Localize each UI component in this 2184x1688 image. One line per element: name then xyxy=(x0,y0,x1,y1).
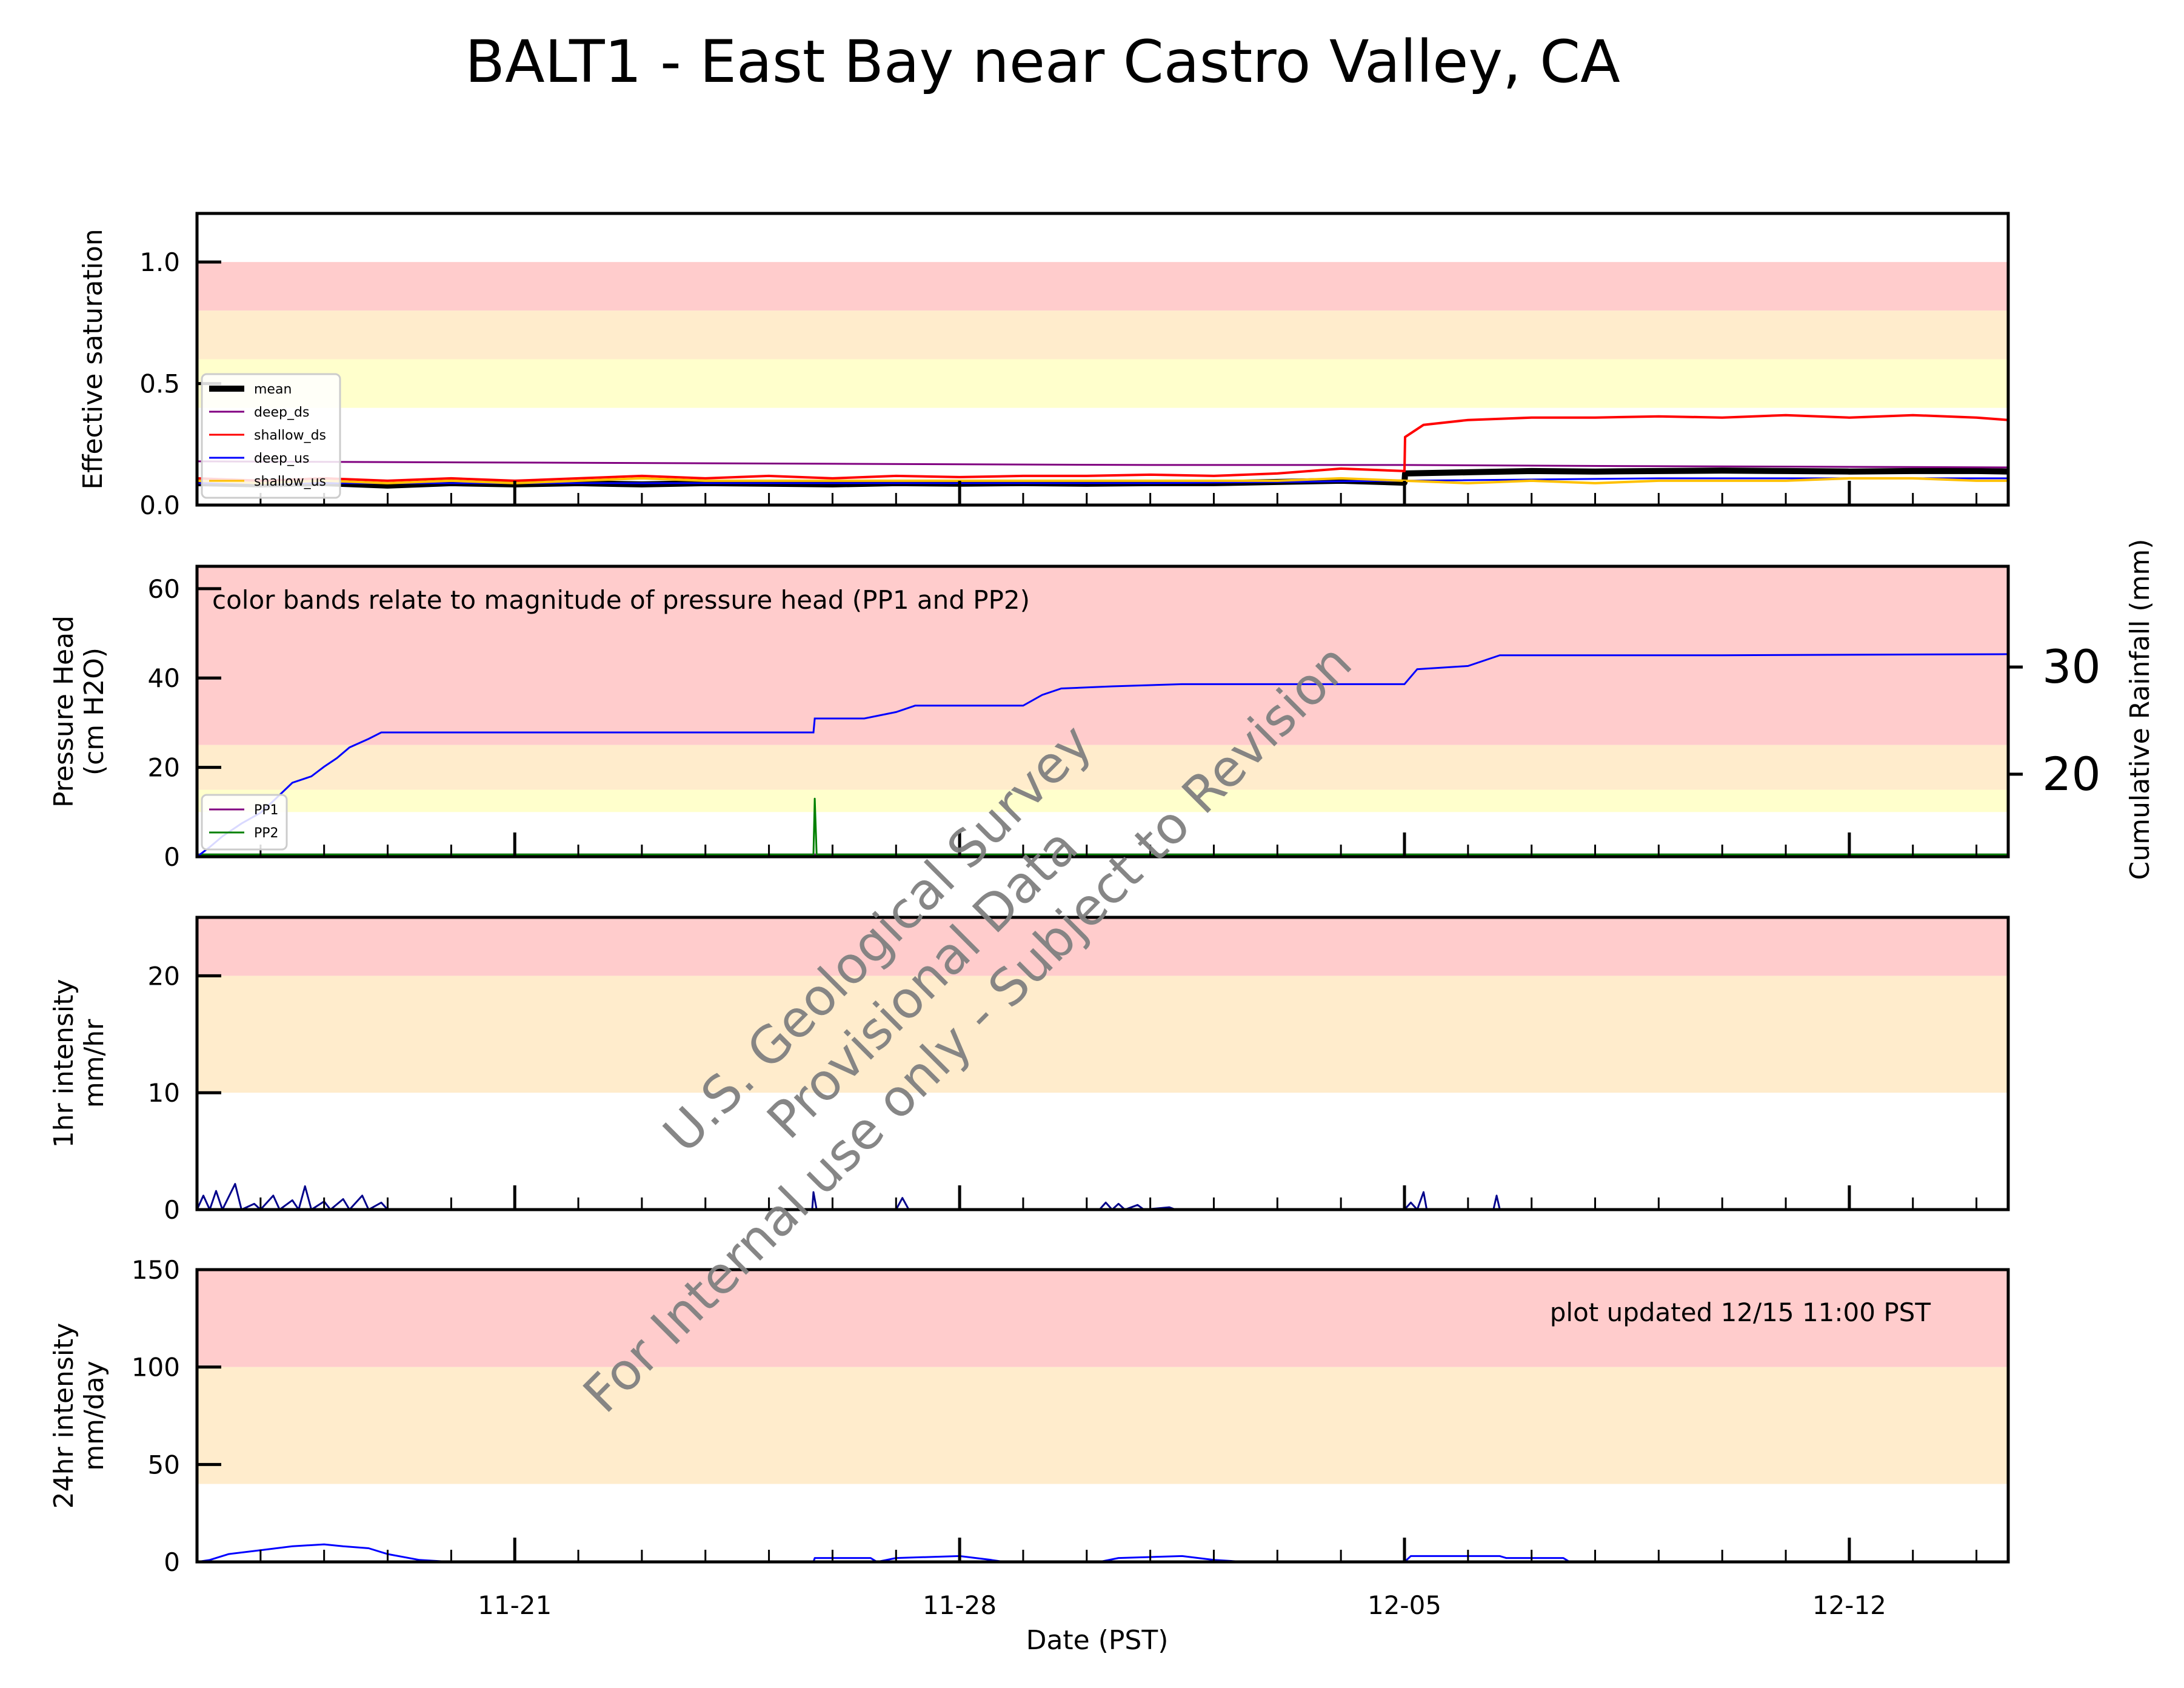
y-tick-label-2: 40 xyxy=(148,663,180,693)
series-1hr xyxy=(197,1183,2008,1210)
y-axis-label-line-0: 1hr intensity xyxy=(48,979,79,1148)
axes-frame xyxy=(195,916,2010,1211)
series-shallow_us xyxy=(197,477,2008,484)
plot-area xyxy=(197,566,2008,857)
band-0 xyxy=(197,262,2008,311)
plot-area xyxy=(197,262,2008,489)
axes-frame xyxy=(195,1268,2010,1564)
band-1 xyxy=(197,745,2008,790)
band-1 xyxy=(197,1367,2008,1484)
legend-label-mean: mean xyxy=(254,382,292,397)
legend-label-deep_us: deep_us xyxy=(254,451,309,466)
y-tick-label-0: 0 xyxy=(164,1547,180,1577)
annotation: plot updated 12/15 11:00 PST xyxy=(1550,1298,1931,1327)
y2-axis-label: Cumulative Rainfall (mm) xyxy=(2125,539,2156,880)
axes-frame xyxy=(195,212,2010,507)
y-tick-label-2: 20 xyxy=(148,961,180,991)
y-tick-label-0: 0 xyxy=(164,1195,180,1225)
y-tick-label-0: 0 xyxy=(164,842,180,872)
plot-area xyxy=(197,1270,2008,1562)
panel-1hr: 0 10 20 1hr intensity mm/hr xyxy=(48,916,2010,1225)
y2-tick-label-1: 30 xyxy=(2042,640,2101,694)
y-tick-label-1: 50 xyxy=(148,1450,180,1479)
y-axis-label-line-1: mm/day xyxy=(79,1361,110,1470)
y-tick-label-1: 20 xyxy=(148,753,180,783)
legend-label-PP2: PP2 xyxy=(254,826,279,841)
band-0 xyxy=(197,917,2008,976)
band-0 xyxy=(197,1270,2008,1367)
x-tick-label-1: 11-28 xyxy=(923,1590,997,1620)
y-axis-label-line-1: (cm H2O) xyxy=(79,648,110,775)
series-deep_ds xyxy=(197,460,2008,469)
y-axis-label: Effective saturation xyxy=(78,229,109,489)
panel-24hr: 0 50 100 150 11-21 11-28 12-05 12-12 24hr intens… xyxy=(48,1255,2010,1620)
y-tick-label-0: 0.0 xyxy=(139,491,180,520)
band-2 xyxy=(197,789,2008,812)
series-24hr xyxy=(197,1543,2008,1562)
legend-label-deep_ds: deep_ds xyxy=(254,405,309,420)
legend: PP1 PP2 xyxy=(201,794,288,851)
axes-frame xyxy=(195,564,2010,859)
panel-pressure: 20 30 Cumulative Rainfall (mm) 0 20 40 60 Press… xyxy=(48,539,2156,880)
y-tick-label-3: 150 xyxy=(132,1255,180,1285)
legend-label-shallow_us: shallow_us xyxy=(254,474,326,489)
annotation: color bands relate to magnitude of press… xyxy=(212,585,1030,615)
x-tick-label-0: 11-21 xyxy=(478,1590,552,1620)
plot-area xyxy=(197,917,2008,1210)
panel-saturation: 0.0 0.5 1.0 Effective saturation mean deep_ds… xyxy=(78,212,2010,520)
band-1 xyxy=(197,976,2008,1093)
y-axis-label-line-0: 24hr intensity xyxy=(48,1323,79,1509)
legend-box xyxy=(201,373,341,499)
x-tick-label-2: 12-05 xyxy=(1368,1590,1441,1620)
legend-label-shallow_ds: shallow_ds xyxy=(254,428,326,443)
y-axis-label-line-0: Pressure Head xyxy=(48,615,79,808)
y-axis-label-line-1: mm/hr xyxy=(79,1019,110,1108)
x-axis-label: Date (PST) xyxy=(1026,1625,1169,1656)
y-tick-label-1: 0.5 xyxy=(139,369,180,399)
y2-tick-label-0: 20 xyxy=(2042,747,2101,801)
band-2 xyxy=(197,359,2008,408)
y-tick-label-1: 10 xyxy=(148,1078,180,1108)
legend-label-PP1: PP1 xyxy=(254,803,279,818)
series-shallow_ds xyxy=(197,414,2008,482)
band-1 xyxy=(197,310,2008,360)
y-tick-label-2: 1.0 xyxy=(139,247,180,277)
chart-title: BALT1 - East Bay near Castro Valley, CA xyxy=(465,28,1620,96)
legend: mean deep_ds shallow_ds deep_us shallow_us xyxy=(201,373,341,499)
y-tick-label-3: 60 xyxy=(148,574,180,604)
y-tick-label-2: 100 xyxy=(132,1353,180,1382)
x-tick-label-3: 12-12 xyxy=(1812,1590,1886,1620)
